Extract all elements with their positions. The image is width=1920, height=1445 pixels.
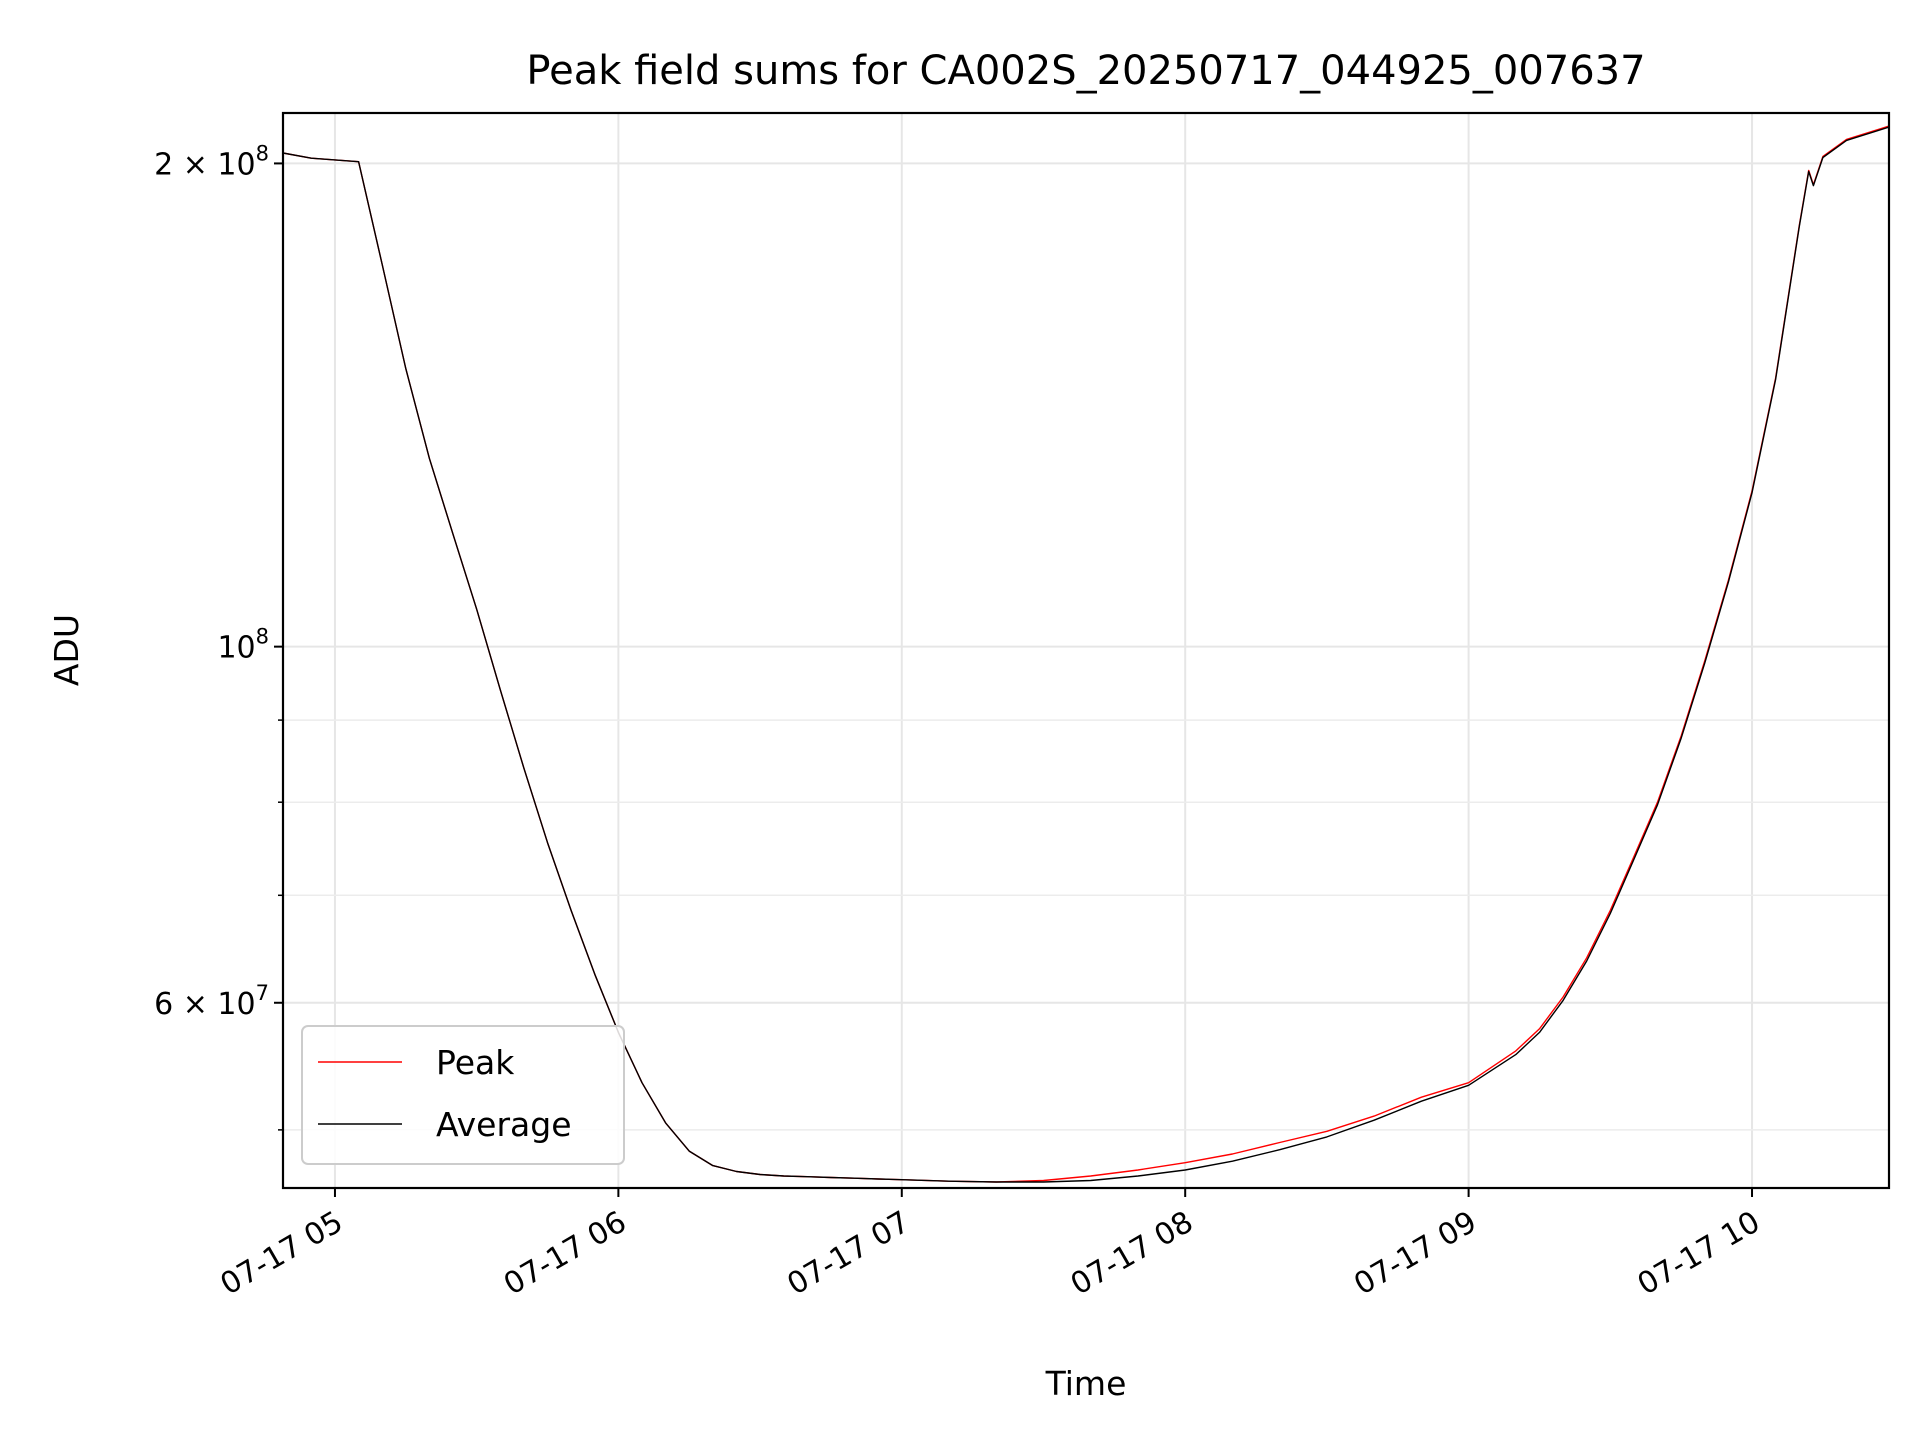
legend: Peak Average (301, 1025, 625, 1165)
plot-frame (281, 111, 1891, 1190)
grid (283, 113, 1889, 1188)
y-tick-label: 108 (217, 625, 269, 666)
x-axis-label: Time (1045, 1364, 1127, 1403)
y-axis-label: ADU (47, 614, 86, 686)
legend-label-peak: Peak (436, 1043, 515, 1082)
chart-title: Peak field sums for CA002S_20250717_0449… (526, 48, 1645, 94)
legend-box (301, 1025, 625, 1165)
series-layer (282, 125, 1890, 1183)
y-tick-label: 6 × 107 (154, 981, 269, 1022)
legend-label-average: Average (436, 1105, 572, 1144)
y-tick-label: 2 × 108 (154, 141, 269, 182)
series-line-average (282, 126, 1890, 1183)
